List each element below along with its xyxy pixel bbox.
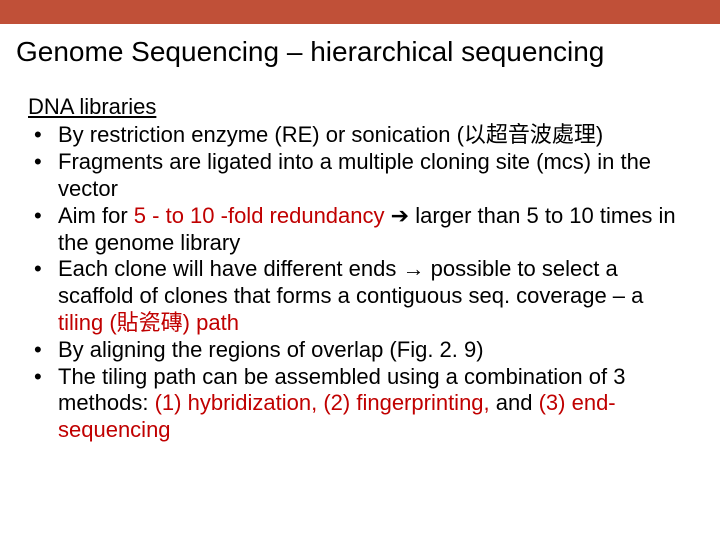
top-accent-bar (0, 0, 720, 24)
bullet-segment: Aim for (58, 203, 134, 228)
bullet-item: The tiling path can be assembled using a… (28, 364, 692, 444)
bullet-item: Each clone will have different ends → po… (28, 256, 692, 336)
bullet-segment: tiling (貼瓷磚) path (58, 310, 239, 335)
bullet-segment: ➔ (391, 203, 409, 228)
bullet-item: By aligning the regions of overlap (Fig.… (28, 337, 692, 364)
content-region: DNA libraries By restriction enzyme (RE)… (0, 74, 720, 444)
bullet-item: Fragments are ligated into a multiple cl… (28, 149, 692, 203)
bullet-item: By restriction enzyme (RE) or sonication… (28, 122, 692, 149)
bullet-segment: → (402, 256, 424, 281)
bullet-segment: (1) hybridization, (2) fingerprinting, (155, 390, 496, 415)
bullet-segment: Each clone will have different ends (58, 256, 402, 281)
bullet-segment: 5 - to 10 -fold redundancy (134, 203, 385, 228)
section-subhead: DNA libraries (28, 94, 692, 120)
slide-title: Genome Sequencing – hierarchical sequenc… (16, 36, 704, 68)
bullet-segment: Fragments are ligated into a multiple cl… (58, 149, 651, 201)
bullet-item: Aim for 5 - to 10 -fold redundancy ➔ lar… (28, 203, 692, 257)
bullet-list: By restriction enzyme (RE) or sonication… (28, 122, 692, 444)
bullet-segment: By aligning the regions of overlap (Fig.… (58, 337, 484, 362)
bullet-segment: By restriction enzyme (RE) or sonication… (58, 122, 603, 147)
title-region: Genome Sequencing – hierarchical sequenc… (0, 24, 720, 74)
bullet-segment: and (496, 390, 539, 415)
